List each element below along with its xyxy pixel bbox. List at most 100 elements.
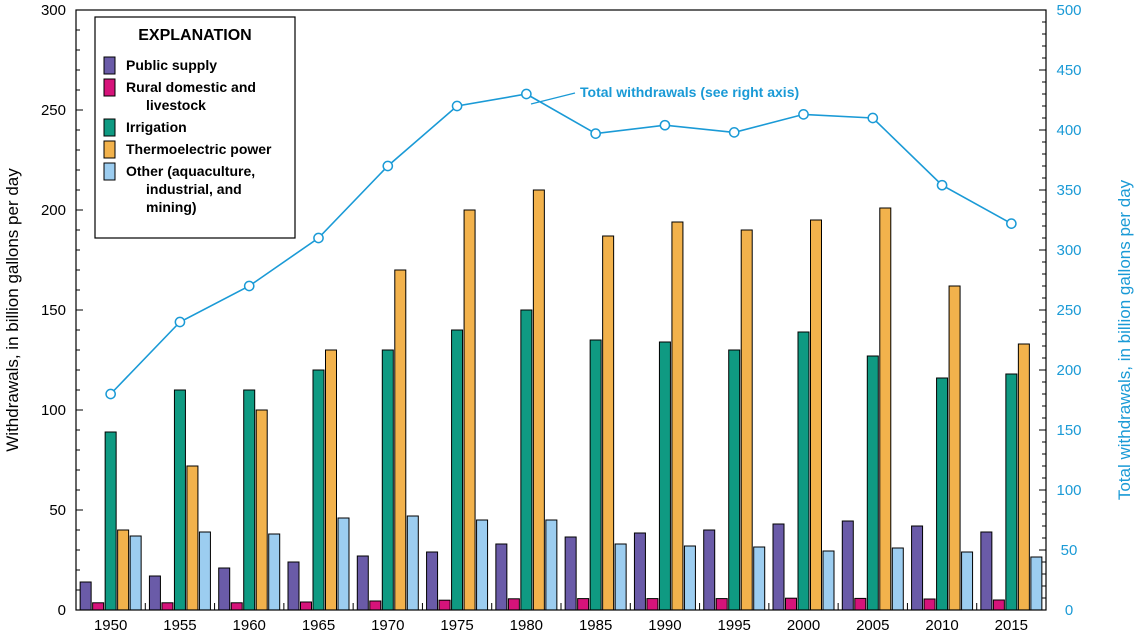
- x-tick-label: 2010: [925, 617, 958, 634]
- left-tick-label: 0: [58, 602, 66, 619]
- bar-3-1980: [520, 309, 533, 611]
- legend-swatch: [103, 118, 116, 137]
- bar-5-1985: [614, 543, 627, 611]
- bar-1-1995: [703, 529, 716, 611]
- annotation-text: Total withdrawals (see right axis): [580, 84, 799, 100]
- bar-5-1950: [129, 535, 142, 611]
- bar-4-1985: [602, 235, 615, 611]
- right-tick-label: 200: [1056, 362, 1081, 379]
- total-point-1995: [728, 127, 740, 138]
- bar-2-1950: [92, 602, 105, 611]
- legend-swatch: [103, 140, 116, 159]
- bar-4-1990: [671, 221, 684, 611]
- bar-2-1990: [646, 598, 659, 611]
- x-tick-label: 1985: [579, 617, 612, 634]
- bar-3-1950: [104, 431, 117, 611]
- bar-5-2000: [822, 550, 835, 611]
- bar-3-1990: [658, 341, 671, 611]
- bar-3-1985: [589, 339, 602, 611]
- bar-3-1965: [312, 369, 325, 611]
- legend-label: Irrigation: [126, 119, 187, 135]
- total-point-1955: [174, 316, 186, 328]
- legend-label: industrial, and: [146, 181, 242, 197]
- legend-label: Public supply: [126, 57, 217, 73]
- bar-3-1975: [451, 329, 464, 611]
- bar-2-1965: [300, 601, 312, 611]
- bar-4-1970: [394, 269, 407, 611]
- bar-2-2000: [785, 597, 797, 611]
- legend-label: Thermoelectric power: [126, 141, 272, 157]
- bar-2-1995: [715, 598, 728, 611]
- bar-2-1955: [161, 602, 174, 611]
- bar-4-1965: [325, 349, 337, 611]
- bar-2-1985: [577, 598, 590, 611]
- left-tick-label: 50: [49, 502, 66, 519]
- legend-label: Other (aquaculture,: [126, 163, 255, 179]
- total-point-1985: [590, 128, 601, 139]
- x-tick-label: 1980: [510, 617, 543, 634]
- total-point-1970: [382, 160, 394, 172]
- bar-3-2000: [797, 331, 810, 611]
- y-axis-title-left: Withdrawals, in billion gallons per day: [3, 168, 22, 452]
- legend-label: Rural domestic and: [126, 79, 256, 95]
- bar-3-1960: [243, 389, 256, 611]
- bar-4-2010: [948, 285, 961, 611]
- bar-2-1980: [507, 598, 520, 611]
- bar-3-1955: [173, 389, 186, 611]
- total-point-2010: [936, 179, 948, 191]
- bar-2-2005: [854, 597, 867, 611]
- x-tick-label: 1990: [648, 617, 681, 634]
- bars-layer: [79, 189, 1043, 611]
- bar-4-2005: [879, 207, 892, 611]
- bar-1-1975: [426, 551, 439, 611]
- x-tick-label: 2000: [787, 617, 820, 634]
- total-point-1990: [659, 119, 671, 131]
- total-point-1960: [243, 280, 255, 292]
- left-tick-label: 250: [41, 102, 66, 119]
- total-line-layer: [105, 88, 1017, 400]
- total-point-1975: [451, 100, 463, 112]
- bar-1-1985: [564, 536, 577, 611]
- left-tick-label: 100: [41, 402, 66, 419]
- bar-1-2000: [772, 523, 785, 611]
- x-tick-label: 1995: [718, 617, 751, 634]
- bar-5-2010: [961, 551, 974, 611]
- bar-5-1990: [683, 545, 696, 611]
- legend-title: EXPLANATION: [138, 27, 251, 44]
- bar-1-1955: [148, 575, 161, 611]
- legend-swatch: [103, 56, 116, 75]
- axes-layer: 0 50 100 150 200 250 300 0 50 100 150 200 250 300 350 4…: [3, 2, 1134, 634]
- total-point-2005: [867, 112, 879, 124]
- annotation-leader: [530, 92, 576, 105]
- right-tick-label: 350: [1056, 182, 1081, 199]
- bar-3-2005: [866, 355, 879, 611]
- bar-1-2010: [911, 525, 924, 611]
- legend-box: [94, 16, 296, 239]
- legend-swatch: [103, 78, 116, 97]
- bar-1-1970: [356, 555, 369, 611]
- bar-4-1995: [740, 229, 753, 611]
- bar-4-1980: [532, 189, 545, 611]
- left-tick-label: 300: [41, 2, 66, 19]
- bar-5-2015: [1030, 556, 1043, 611]
- annotation-layer: Total withdrawals (see right axis): [530, 84, 799, 105]
- bar-2-1970: [369, 600, 382, 611]
- bar-4-1975: [463, 209, 476, 611]
- bar-1-1965: [287, 561, 300, 611]
- total-withdrawals-line: [110, 93, 1012, 395]
- right-tick-label: 250: [1056, 302, 1081, 319]
- bar-5-1965: [337, 517, 350, 611]
- legend: EXPLANATION Public supply Rural domestic a…: [94, 16, 296, 239]
- right-tick-label: 150: [1056, 422, 1081, 439]
- bar-2-1975: [438, 599, 451, 611]
- x-tick-label: 1955: [163, 617, 196, 634]
- right-tick-label: 450: [1056, 62, 1081, 79]
- x-tick-label: 2015: [995, 617, 1028, 634]
- bar-4-1955: [186, 465, 199, 611]
- right-tick-label: 500: [1056, 2, 1081, 19]
- bar-4-2015: [1017, 343, 1030, 611]
- right-tick-label: 50: [1061, 542, 1078, 559]
- x-tick-label: 1960: [233, 617, 266, 634]
- x-tick-label: 1970: [371, 617, 404, 634]
